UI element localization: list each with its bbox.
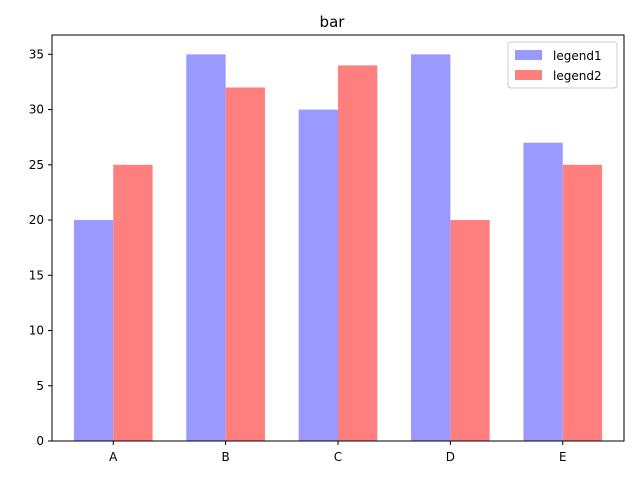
legend-swatch-legend2: [515, 70, 542, 80]
x-tick-label-D: D: [446, 450, 455, 464]
y-tick-label: 5: [36, 379, 44, 393]
legend-swatch-legend1: [515, 50, 542, 60]
chart-title: bar: [320, 13, 346, 31]
y-tick-label: 25: [29, 158, 44, 172]
y-tick-label: 15: [29, 268, 44, 282]
y-tick-label: 0: [36, 434, 44, 448]
bar-legend1-B: [186, 54, 226, 441]
legend-label-legend1: legend1: [553, 49, 602, 63]
x-tick-label-B: B: [222, 450, 230, 464]
bar-legend2-E: [562, 164, 603, 442]
bar-legend2-D: [450, 220, 490, 441]
bar-legend1-E: [523, 142, 563, 441]
y-axis: 0 5 10 15 20 25 30 35: [29, 47, 52, 448]
y-tick-label: 20: [29, 213, 44, 227]
bar-legend2-B: [225, 87, 265, 441]
legend: legend1 legend2: [507, 41, 618, 89]
bar-legend2-A: [113, 164, 153, 442]
y-tick-label: 10: [29, 324, 44, 338]
plot-area-frame: [51, 34, 625, 442]
x-tick-label-A: A: [109, 450, 118, 464]
legend-label-legend2: legend2: [553, 69, 602, 83]
bar-legend1-A: [73, 220, 114, 441]
bar-legend2-C: [338, 65, 378, 441]
x-axis: A B C D E: [109, 441, 567, 464]
y-tick-label: 35: [29, 47, 44, 61]
x-tick-label-E: E: [559, 450, 567, 464]
bars-group: [73, 54, 603, 442]
x-tick-label-C: C: [334, 450, 342, 464]
y-tick-label: 30: [29, 103, 44, 117]
bar-legend1-C: [298, 109, 338, 442]
bar-legend1-D: [411, 54, 451, 441]
